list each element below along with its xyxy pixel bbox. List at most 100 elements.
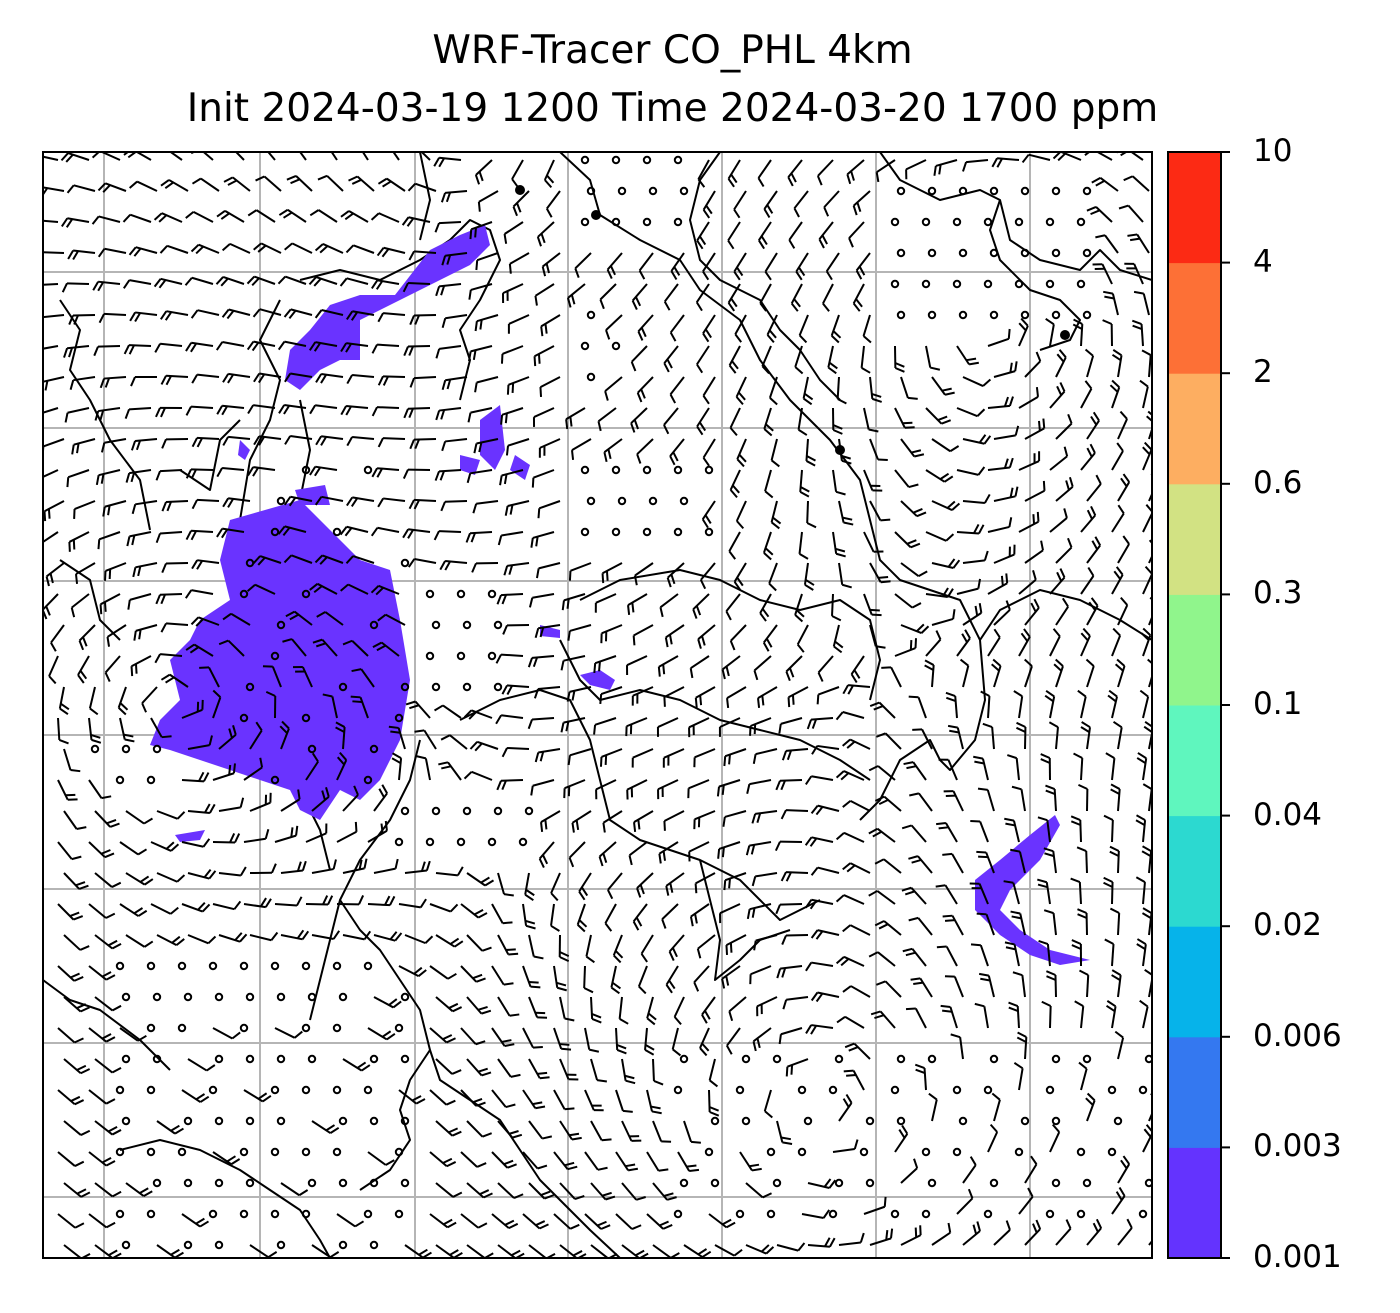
barb-feather bbox=[809, 837, 818, 847]
barb-feather bbox=[1009, 487, 1014, 498]
barb-shaft bbox=[764, 252, 778, 273]
barb-shaft bbox=[367, 829, 388, 843]
barb-shaft bbox=[752, 1027, 772, 1043]
wind-barb bbox=[665, 965, 679, 994]
barb-shaft bbox=[631, 345, 648, 363]
barb-shaft bbox=[1055, 546, 1073, 564]
calm-circle bbox=[896, 248, 906, 258]
barb-shaft bbox=[1049, 517, 1068, 533]
wind-barb bbox=[869, 562, 891, 584]
barb-feather bbox=[614, 950, 624, 959]
wind-barb bbox=[823, 190, 840, 217]
barb-shaft bbox=[315, 465, 338, 471]
barb-feather bbox=[516, 202, 522, 213]
wind-barb bbox=[745, 1244, 775, 1255]
barb-feather bbox=[501, 780, 507, 791]
barb-shaft bbox=[103, 312, 127, 316]
barb-shaft bbox=[1018, 579, 1037, 595]
barb-feather bbox=[474, 382, 478, 393]
wind-barb bbox=[982, 722, 995, 750]
wind-barb bbox=[315, 373, 344, 384]
wind-barb bbox=[1127, 233, 1150, 254]
barb-feather bbox=[158, 279, 167, 289]
barb-feather bbox=[1135, 876, 1146, 883]
barb-feather bbox=[763, 428, 773, 437]
colorbar-segment bbox=[1168, 815, 1221, 927]
barb-feather bbox=[824, 1237, 831, 1247]
barb-feather bbox=[976, 408, 986, 417]
barb-feather bbox=[104, 672, 111, 682]
wind-barb bbox=[1131, 319, 1144, 347]
wind-barb bbox=[936, 945, 958, 967]
barb-feather bbox=[537, 1164, 548, 1170]
wind-barb bbox=[212, 1151, 241, 1166]
barb-feather bbox=[639, 884, 645, 895]
barb-shaft bbox=[476, 438, 499, 445]
barb-feather bbox=[504, 505, 509, 516]
barb-feather bbox=[1109, 845, 1120, 852]
barb-shaft bbox=[537, 221, 555, 238]
calm-circle bbox=[1045, 279, 1055, 289]
barb-feather bbox=[230, 1158, 241, 1166]
barb-feather bbox=[977, 466, 986, 476]
barb-feather bbox=[74, 1160, 85, 1167]
wind-barb bbox=[978, 972, 995, 998]
barb-feather bbox=[616, 1049, 627, 1055]
barb-shaft bbox=[478, 190, 499, 203]
barb-shaft bbox=[386, 177, 406, 192]
barb-shaft bbox=[785, 809, 809, 812]
wind-barb bbox=[1044, 689, 1056, 719]
barb-feather bbox=[129, 180, 138, 189]
barb-shaft bbox=[987, 582, 1008, 595]
barb-shaft bbox=[749, 903, 772, 911]
barb-shaft bbox=[249, 934, 272, 942]
wind-barb bbox=[593, 717, 617, 735]
barb-feather bbox=[137, 1034, 147, 1042]
wind-barb bbox=[576, 903, 588, 933]
wind-barb bbox=[768, 376, 778, 406]
calm-circle bbox=[307, 1054, 317, 1064]
wind-barb bbox=[524, 872, 535, 901]
wind-barb bbox=[185, 210, 214, 223]
wind-barb bbox=[1085, 1092, 1096, 1122]
barb-feather bbox=[285, 610, 296, 618]
barb-feather bbox=[725, 945, 729, 955]
barb-feather bbox=[1063, 446, 1069, 457]
barb-shaft bbox=[1024, 1036, 1028, 1060]
barb-shaft bbox=[1111, 819, 1114, 843]
barb-shaft bbox=[553, 1027, 563, 1050]
barb-feather bbox=[106, 636, 111, 647]
barb-feather bbox=[815, 806, 824, 816]
wind-barb bbox=[733, 562, 747, 591]
title-line-1: WRF-Tracer CO_PHL 4km bbox=[432, 28, 913, 73]
barb-feather bbox=[717, 848, 721, 859]
barb-feather bbox=[388, 725, 399, 729]
wind-barb bbox=[522, 1089, 546, 1110]
barb-feather bbox=[794, 614, 804, 623]
barb-shaft bbox=[539, 376, 561, 388]
wind-barb bbox=[181, 699, 204, 719]
barb-shaft bbox=[883, 795, 902, 812]
calm-circle bbox=[301, 589, 311, 599]
barb-shaft bbox=[987, 466, 1010, 471]
calm-circle bbox=[183, 1178, 193, 1188]
barb-feather bbox=[827, 366, 837, 375]
wind-barb bbox=[70, 593, 90, 618]
barb-feather bbox=[903, 761, 914, 766]
wind-barb bbox=[868, 765, 896, 781]
barb-feather bbox=[825, 270, 833, 281]
barb-shaft bbox=[73, 184, 96, 192]
barb-feather bbox=[469, 741, 478, 750]
barb-feather bbox=[1068, 476, 1074, 488]
wind-barb bbox=[835, 711, 865, 721]
wind-barb bbox=[993, 361, 1018, 378]
barb-shaft bbox=[497, 1244, 517, 1258]
wind-barb bbox=[283, 554, 313, 564]
barb-shaft bbox=[74, 500, 96, 511]
barb-feather bbox=[264, 828, 270, 839]
barb-feather bbox=[694, 883, 698, 894]
calm-circle bbox=[276, 1240, 286, 1250]
barb-feather bbox=[1110, 788, 1120, 795]
calm-circle bbox=[121, 744, 131, 754]
barb-shaft bbox=[1148, 1111, 1152, 1122]
